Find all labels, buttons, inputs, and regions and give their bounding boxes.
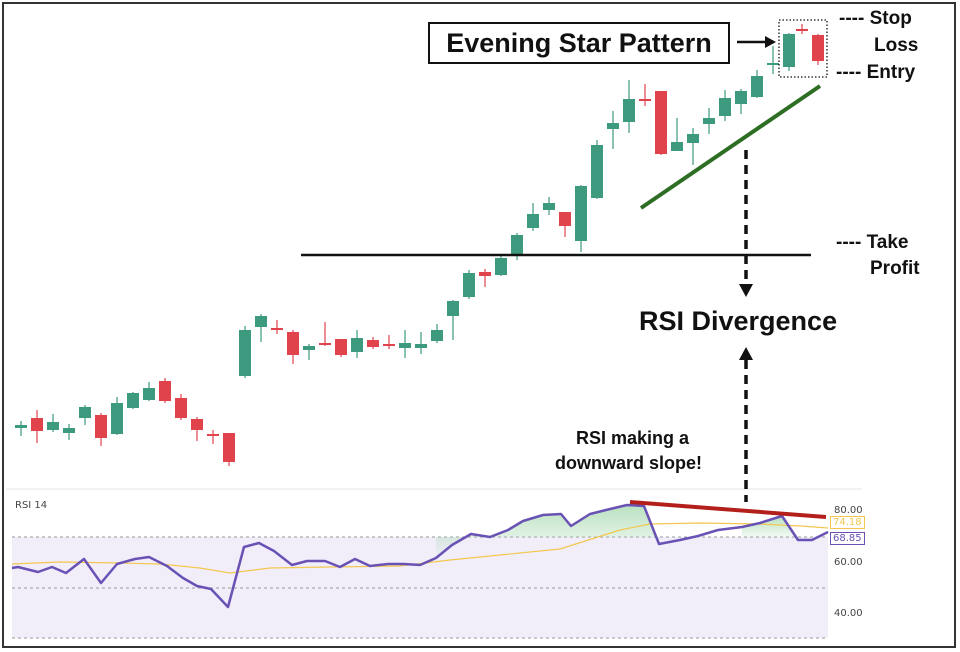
- candle-body: [783, 34, 795, 67]
- candle-body: [479, 272, 491, 276]
- pattern-title: Evening Star Pattern: [428, 22, 730, 64]
- arrow-head-icon: [765, 36, 776, 48]
- candle-body: [63, 428, 75, 433]
- candle-body: [399, 343, 411, 348]
- rsi-indicator-label: RSI 14: [15, 500, 48, 511]
- rsi-slope-label-2: downward slope!: [555, 453, 703, 473]
- candle-body: [495, 258, 507, 275]
- candle-body: [31, 418, 43, 431]
- candle-body: [687, 134, 699, 143]
- candle-body: [447, 301, 459, 316]
- candle-body: [575, 186, 587, 241]
- candle-body: [351, 338, 363, 352]
- rsi-tick-80: 80.00: [834, 505, 863, 516]
- candle-body: [812, 35, 824, 61]
- candle-body: [463, 273, 475, 297]
- candle-body: [111, 403, 123, 434]
- candle-body: [735, 91, 747, 104]
- rsi-divergence-label: RSI Divergence: [639, 306, 838, 336]
- candle-body: [367, 340, 379, 347]
- candle-body: [703, 118, 715, 124]
- overbought-fill: [436, 505, 659, 558]
- entry-label: ---- Entry: [836, 62, 916, 83]
- candle-body: [639, 99, 651, 101]
- rsi-slope-label: RSI making a: [576, 428, 690, 448]
- candles: [15, 24, 824, 466]
- candle-body: [719, 98, 731, 116]
- candle-body: [335, 339, 347, 355]
- candle-body: [287, 332, 299, 355]
- candle-body: [159, 381, 171, 401]
- candle-body: [79, 407, 91, 418]
- candle-body: [591, 145, 603, 198]
- candle-body: [191, 419, 203, 430]
- candle-body: [607, 123, 619, 129]
- take-profit-label: ---- Take: [836, 232, 909, 253]
- candle-body: [511, 235, 523, 254]
- divergence-line: [629, 500, 827, 519]
- candle-body: [623, 99, 635, 122]
- candle-body: [223, 433, 235, 462]
- candle-body: [127, 393, 139, 408]
- candle-body: [303, 346, 315, 350]
- candle-body: [319, 343, 331, 345]
- candle-body: [175, 398, 187, 418]
- candle-body: [47, 422, 59, 430]
- candle-body: [796, 29, 808, 31]
- rsi-line: [11, 503, 829, 609]
- trend-line: [639, 84, 822, 210]
- arrow-down-icon: [739, 284, 753, 297]
- candle-body: [15, 425, 27, 428]
- candle-body: [655, 91, 667, 154]
- take-profit-label-2: Profit: [870, 258, 920, 279]
- candle-body: [383, 344, 395, 346]
- candle-body: [143, 388, 155, 400]
- arrow-up-icon: [739, 347, 753, 360]
- candle-body: [751, 76, 763, 97]
- candle-body: [271, 328, 283, 330]
- rsi-ma-value: 74.18: [830, 516, 865, 529]
- candle-body: [415, 344, 427, 348]
- candle-body: [255, 316, 267, 327]
- candle-body: [527, 214, 539, 228]
- candle-body: [671, 142, 683, 151]
- candle-body: [431, 330, 443, 341]
- rsi-tick-60: 60.00: [834, 557, 863, 568]
- candle-body: [767, 63, 779, 65]
- candle-body: [239, 330, 251, 376]
- stop-loss-label: ---- Stop: [839, 8, 912, 29]
- candle-body: [207, 434, 219, 436]
- candle-body: [559, 212, 571, 226]
- stop-loss-label-2: Loss: [874, 35, 919, 56]
- rsi-current-value: 68.85: [830, 532, 865, 545]
- candle-body: [95, 415, 107, 438]
- rsi-tick-40: 40.00: [834, 608, 863, 619]
- candle-body: [543, 203, 555, 210]
